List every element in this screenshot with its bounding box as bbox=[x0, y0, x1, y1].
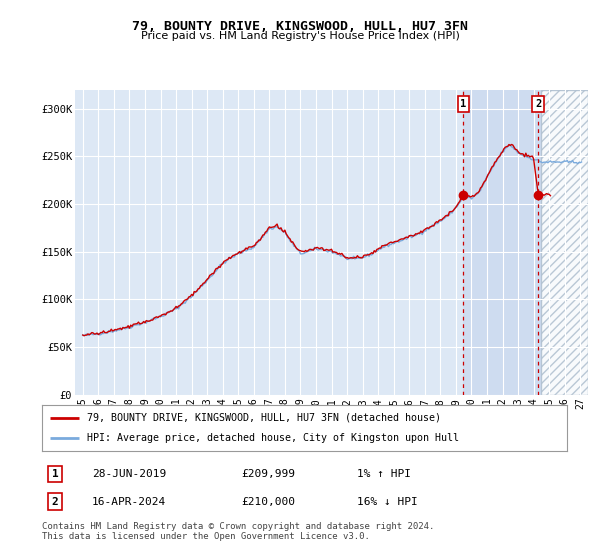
Text: 16% ↓ HPI: 16% ↓ HPI bbox=[357, 497, 418, 507]
Text: 28-JUN-2019: 28-JUN-2019 bbox=[92, 469, 166, 479]
Text: 1% ↑ HPI: 1% ↑ HPI bbox=[357, 469, 411, 479]
Text: 16-APR-2024: 16-APR-2024 bbox=[92, 497, 166, 507]
Bar bbox=[541, 90, 588, 395]
Text: Contains HM Land Registry data © Crown copyright and database right 2024.
This d: Contains HM Land Registry data © Crown c… bbox=[42, 522, 434, 542]
Text: 2: 2 bbox=[52, 497, 59, 507]
Text: 79, BOUNTY DRIVE, KINGSWOOD, HULL, HU7 3FN: 79, BOUNTY DRIVE, KINGSWOOD, HULL, HU7 3… bbox=[132, 20, 468, 32]
Text: Price paid vs. HM Land Registry's House Price Index (HPI): Price paid vs. HM Land Registry's House … bbox=[140, 31, 460, 41]
Bar bbox=[463, 90, 541, 395]
Text: 1: 1 bbox=[52, 469, 59, 479]
Text: £210,000: £210,000 bbox=[241, 497, 296, 507]
Text: £209,999: £209,999 bbox=[241, 469, 296, 479]
Text: 1: 1 bbox=[460, 99, 467, 109]
Text: HPI: Average price, detached house, City of Kingston upon Hull: HPI: Average price, detached house, City… bbox=[86, 433, 458, 443]
Text: 2: 2 bbox=[535, 99, 541, 109]
Text: 79, BOUNTY DRIVE, KINGSWOOD, HULL, HU7 3FN (detached house): 79, BOUNTY DRIVE, KINGSWOOD, HULL, HU7 3… bbox=[86, 413, 440, 423]
